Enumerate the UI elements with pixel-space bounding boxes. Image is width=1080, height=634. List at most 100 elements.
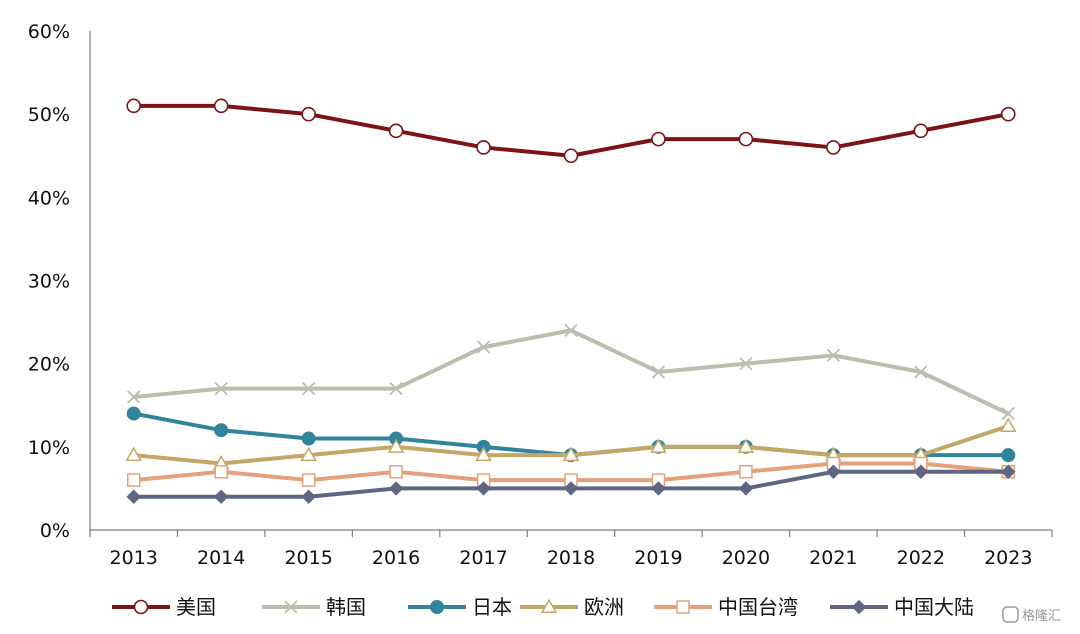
legend-marker [851,599,867,615]
data-point [301,431,316,446]
watermark: 格隆汇 [1002,606,1061,624]
data-point [739,465,753,479]
x-tick-label: 2013 [110,547,158,569]
legend-item: 美国 [112,595,216,619]
legend-marker [540,598,558,613]
y-axis-ticks: 0% 10% 20% 30% 40% 50% 60% [28,21,70,542]
legend-label: 日本 [472,595,512,619]
data-point [475,446,492,462]
legend-marker [133,599,149,615]
data-point [476,340,491,354]
y-tick-label: 30% [28,271,70,293]
data-point [914,365,928,379]
legend-item: 中国大陆 [830,595,974,619]
data-point [1001,448,1016,463]
legend-label: 中国台湾 [718,595,798,619]
data-point [1000,106,1016,122]
data-point [562,446,580,462]
data-point [563,148,579,164]
x-tick-label: 2023 [984,547,1032,569]
x-tick-label: 2019 [634,547,682,569]
data-point [389,381,403,396]
x-tick-label: 2022 [897,547,945,569]
data-point [738,131,754,147]
data-point [214,465,228,479]
x-axis-ticks: 2013 2014 2015 2016 2017 2018 2019 2020 2021 2022… [110,547,1033,569]
legend-item: 中国台湾 [654,595,798,619]
data-point [126,406,141,421]
data-point [826,140,841,155]
data-point [476,481,491,496]
data-point [125,446,143,462]
y-tick-label: 10% [28,437,70,459]
legend-item: 日本 [408,595,512,619]
legend-item: 韩国 [262,595,366,619]
chart-legend: 美国 韩国 日本 欧洲 中国台湾 中国大陆 [112,595,974,619]
data-point [1001,406,1015,421]
x-tick-label: 2021 [809,547,857,569]
series-2 [127,323,1015,421]
data-point [737,438,755,453]
legend-marker [676,600,690,614]
y-tick-label: 40% [28,187,70,209]
y-tick-label: 50% [28,104,70,126]
data-point [651,481,666,496]
x-tick-label: 2015 [284,547,332,569]
data-point [300,446,317,462]
data-point [214,381,228,396]
data-point [127,390,141,404]
data-point [826,464,841,479]
data-point [126,473,141,487]
watermark-text: 格隆汇 [1022,608,1061,624]
data-point [214,423,229,438]
data-point [563,481,579,496]
series-line [131,103,1011,158]
x-tick-label: 2018 [547,547,595,569]
data-point [301,381,316,396]
data-point [826,348,841,362]
x-tick-label: 2014 [197,547,245,569]
y-tick-label: 20% [28,354,70,376]
data-point [1001,464,1016,479]
data-point [388,123,404,139]
data-point [126,98,142,114]
x-tick-label: 2017 [459,547,507,569]
legend-marker [430,600,444,614]
legend-label: 欧洲 [584,595,624,619]
data-point [999,417,1017,433]
data-point [213,489,229,504]
data-point [476,140,491,155]
data-point [913,123,929,139]
data-point [301,489,316,504]
chart-series [125,98,1017,504]
legend-marker [284,600,298,614]
legend-label: 美国 [176,595,216,619]
data-point [650,438,667,453]
data-point [738,481,754,496]
data-point [739,357,753,371]
data-point [387,438,405,453]
legend-label: 韩国 [326,595,366,619]
data-point [564,323,578,338]
legend-label: 中国大陆 [894,595,974,619]
series-line [131,328,1011,416]
x-tick-label: 2016 [372,547,420,569]
gelonghui-logo-icon [1002,606,1019,623]
data-point [651,131,666,147]
data-point [301,473,316,487]
data-point [126,489,141,504]
y-tick-label: 0% [40,520,70,542]
data-point [913,464,929,479]
series-5 [126,456,1016,487]
y-tick-label: 60% [28,21,70,43]
data-point [213,98,229,114]
data-point [388,481,404,496]
data-point [389,465,403,479]
x-tick-label: 2020 [722,547,770,569]
series-6 [126,464,1016,504]
series-1 [126,98,1016,164]
legend-item: 欧洲 [520,595,624,619]
data-point [301,106,316,122]
data-point [651,365,666,379]
